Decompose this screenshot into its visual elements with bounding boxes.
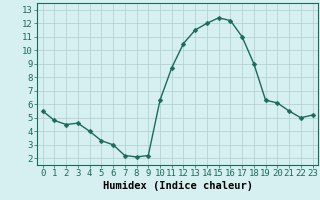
X-axis label: Humidex (Indice chaleur): Humidex (Indice chaleur) (103, 181, 252, 191)
